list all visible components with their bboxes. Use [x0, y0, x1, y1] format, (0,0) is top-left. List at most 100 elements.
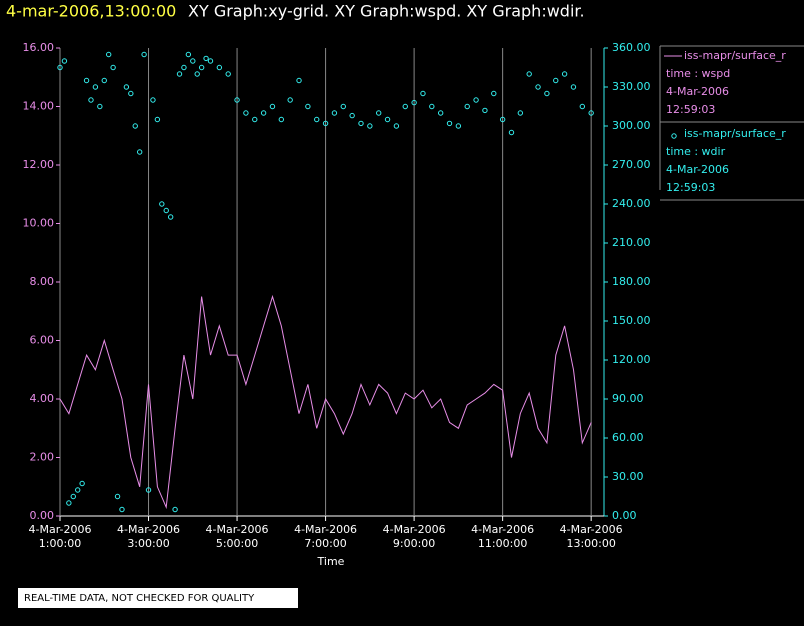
data-point [88, 97, 94, 103]
y-tick-label: 4.00 [30, 392, 55, 405]
data-point [167, 214, 174, 220]
data-point [287, 97, 293, 103]
data-point [437, 110, 444, 116]
data-point [491, 90, 497, 97]
data-point [508, 129, 515, 136]
x-tick-label: 4-Mar-2006 [383, 523, 446, 536]
data-point [544, 90, 550, 97]
y2-tick-label: 30.00 [612, 470, 644, 483]
data-point [61, 58, 68, 64]
data-point [150, 97, 156, 103]
chart-time: 4-mar-2006,13:00:00 [6, 2, 176, 21]
data-point [181, 64, 187, 71]
data-point [163, 207, 169, 214]
data-point [296, 77, 302, 84]
y-tick-label: 16.00 [23, 41, 55, 54]
legend-variable: time : wspd [666, 67, 730, 80]
data-point [75, 487, 81, 493]
x-tick-label: 3:00:00 [127, 537, 169, 550]
data-point [499, 116, 506, 123]
data-point [517, 110, 524, 116]
data-point [141, 51, 147, 58]
note-box [18, 588, 298, 608]
data-point [305, 103, 311, 110]
y2-tick-label: 270.00 [612, 158, 651, 171]
y-tick-label: 12.00 [23, 158, 55, 171]
data-point [79, 480, 85, 487]
legend-time: 12:59:03 [666, 103, 715, 116]
data-point [203, 55, 209, 62]
data-point [123, 84, 130, 90]
data-point [384, 116, 391, 123]
data-point [278, 116, 285, 123]
y2-tick-label: 180.00 [612, 275, 651, 288]
y2-tick-label: 210.00 [612, 236, 651, 249]
data-point [588, 110, 594, 116]
data-point [411, 99, 417, 106]
data-point [66, 500, 72, 506]
x-tick-label: 4-Mar-2006 [294, 523, 357, 536]
data-point [482, 107, 488, 114]
data-point [105, 51, 112, 58]
data-point [526, 71, 532, 77]
data-point [269, 103, 276, 110]
data-point [340, 103, 346, 110]
chart-title: XY Graph:xy-grid. XY Graph:wspd. XY Grap… [188, 2, 585, 21]
legend-name: iss-mapr/surface_r [684, 49, 786, 62]
x-tick-label: 1:00:00 [39, 537, 81, 550]
data-point [349, 112, 355, 119]
y2-tick-label: 90.00 [612, 392, 644, 405]
data-point [464, 103, 470, 110]
data-point [101, 77, 107, 84]
x-tick-label: 5:00:00 [216, 537, 258, 550]
y2-tick-label: 150.00 [612, 314, 651, 327]
data-point [136, 149, 143, 155]
x-tick-label: 13:00:00 [566, 537, 615, 550]
legend-name: iss-mapr/surface_r [684, 127, 786, 140]
data-point [110, 64, 116, 71]
x-tick-label: 4-Mar-2006 [471, 523, 534, 536]
y2-tick-label: 330.00 [612, 80, 651, 93]
data-point [473, 97, 479, 103]
legend-variable: time : wdir [666, 145, 726, 158]
y2-tick-label: 120.00 [612, 353, 651, 366]
data-point [145, 487, 152, 493]
y2-tick-label: 60.00 [612, 431, 644, 444]
note: REAL-TIME DATA, NOT CHECKED FOR QUALITY [24, 593, 255, 604]
data-point [97, 103, 103, 110]
x-axis-label: Time [317, 555, 345, 568]
data-point [579, 103, 586, 110]
data-point [535, 84, 541, 90]
data-point [176, 71, 183, 77]
x-tick-label: 4-Mar-2006 [29, 523, 92, 536]
data-point [172, 506, 178, 513]
data-point [570, 84, 577, 90]
data-point [322, 120, 329, 127]
data-point [92, 84, 99, 90]
x-tick-label: 11:00:00 [478, 537, 527, 550]
data-point [331, 110, 338, 116]
data-point [194, 71, 200, 77]
legend-time: 12:59:03 [666, 181, 715, 194]
data-point [402, 103, 408, 110]
data-point [234, 97, 240, 103]
data-point [207, 58, 214, 64]
y-tick-label: 2.00 [30, 451, 55, 464]
data-point [216, 64, 223, 71]
x-tick-label: 7:00:00 [304, 537, 346, 550]
legend-date: 4-Mar-2006 [666, 85, 729, 98]
data-point [119, 506, 125, 513]
data-point [154, 116, 161, 123]
data-point [553, 77, 559, 84]
data-point [190, 58, 196, 64]
data-point [128, 90, 134, 97]
y-tick-label: 10.00 [23, 217, 55, 230]
data-point [225, 71, 231, 77]
y-tick-label: 0.00 [30, 509, 55, 522]
y-tick-label: 14.00 [23, 100, 55, 113]
data-point [252, 116, 258, 123]
data-point [83, 77, 90, 84]
data-line [59, 294, 592, 510]
legend-date: 4-Mar-2006 [666, 163, 729, 176]
